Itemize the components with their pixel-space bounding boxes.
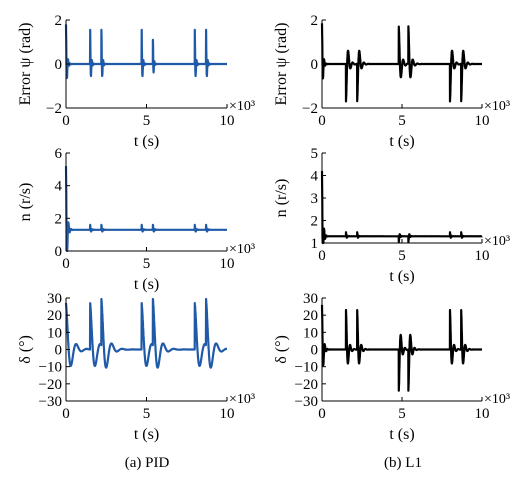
x-multiplier: ×10³ [229,99,255,114]
y-axis-label: n (r/s) [17,183,34,222]
caption-left: (a) PID [125,455,170,471]
x-axis-label: t (s) [134,133,159,150]
x-tick-label: 10 [220,113,235,129]
y-tick-label: 10 [303,325,318,341]
y-tick-label: 20 [303,308,318,324]
x-multiplier: ×10³ [484,392,510,407]
y-tick-label: 30 [303,291,318,307]
x-tick-label: 5 [398,406,406,422]
series-line [64,166,228,253]
y-tick-label: 1 [311,236,319,252]
y-tick-label: 5 [311,146,319,162]
x-tick-label: 10 [475,406,490,422]
y-tick-label: 20 [47,308,62,324]
y-tick-label: 0 [55,57,63,73]
x-tick-label: 5 [398,113,406,129]
y-tick-label: −30 [295,394,318,410]
y-axis-label: Error ψ (rad) [273,23,290,106]
series-line [64,24,228,80]
panel-l1-speed: 1 2 3 4 5 0 5 10×10³ t (s) n (r/s) [273,146,510,285]
x-axis-label: t (s) [389,133,414,150]
y-tick-label: 4 [55,179,63,195]
x-tick-label: 10 [475,248,490,264]
y-tick-label: 0 [55,244,63,260]
panel-pid-speed: 0 2 4 6 0 5 10×10³ t (s) n (r/s) [17,146,255,293]
y-axis-label: δ (°) [273,335,290,364]
x-axis-label: t (s) [134,426,159,443]
y-axis-label: δ (°) [17,335,34,364]
x-axis-label: t (s) [134,276,159,293]
series-line [320,304,483,392]
y-tick-label: 6 [55,146,63,162]
x-axis-label: t (s) [389,268,414,285]
x-tick-label: 0 [318,406,326,422]
y-axis-label: Error ψ (rad) [17,23,34,106]
series-line [64,297,228,369]
y-tick-label: 2 [311,13,319,29]
y-tick-label: 0 [311,343,319,359]
x-tick-label: 10 [475,113,490,129]
y-tick-label: −10 [295,360,318,376]
x-tick-label: 0 [318,248,326,264]
x-tick-label: 10 [220,256,235,272]
y-tick-label: 2 [55,211,63,227]
y-axis-label: n (r/s) [273,179,290,218]
x-multiplier: ×10³ [484,234,510,249]
x-tick-label: 5 [398,248,406,264]
x-tick-label: 10 [220,406,235,422]
y-tick-label: 30 [47,291,62,307]
y-tick-label: 4 [311,169,319,185]
y-tick-label: −20 [39,377,62,393]
x-tick-label: 0 [62,256,70,272]
x-multiplier: ×10³ [484,99,510,114]
series-line [320,23,483,103]
y-tick-label: 0 [311,57,319,73]
x-tick-label: 0 [62,406,70,422]
y-tick-label: 2 [55,13,63,29]
y-tick-label: 10 [47,325,62,341]
y-tick-label: −2 [46,101,62,117]
y-tick-label: 2 [311,214,319,230]
y-tick-label: 3 [311,191,319,207]
x-tick-label: 5 [143,256,151,272]
y-tick-label: −30 [39,394,62,410]
x-tick-label: 5 [143,406,151,422]
y-tick-label: −20 [295,377,318,393]
x-tick-label: 5 [143,113,151,129]
x-multiplier: ×10³ [229,242,255,257]
x-multiplier: ×10³ [229,392,255,407]
y-tick-label: −2 [302,101,318,117]
y-tick-label: −10 [39,360,62,376]
x-axis-label: t (s) [389,426,414,443]
x-tick-label: 0 [62,113,70,129]
caption-right: (b) L1 [384,455,422,471]
y-tick-label: 0 [55,343,63,359]
x-tick-label: 0 [318,113,326,129]
series-line [320,170,483,245]
